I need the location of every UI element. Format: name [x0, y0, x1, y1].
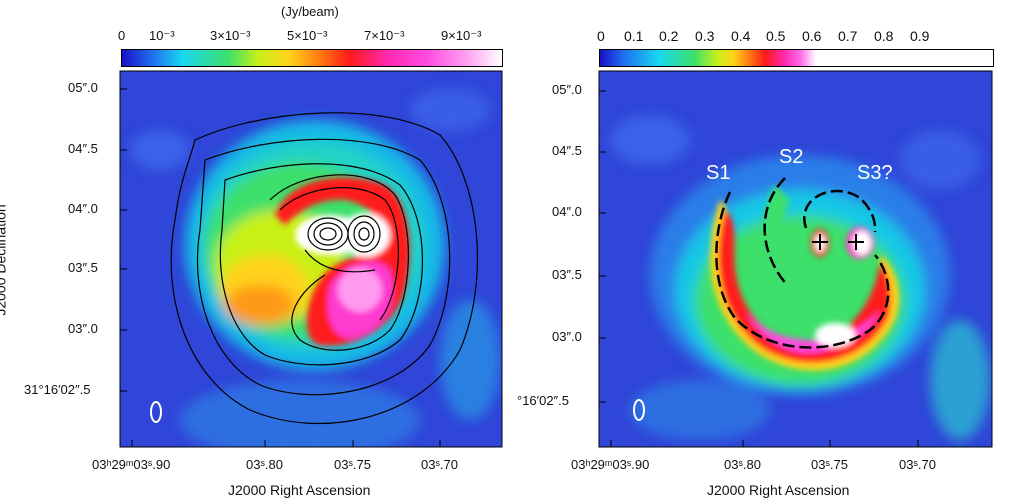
label-s3: S3?	[857, 162, 893, 184]
right-colorbar	[599, 49, 994, 67]
left-y-axis-title: J2000 Declination	[0, 204, 9, 316]
right-dec-tick: 05″.0	[552, 82, 582, 97]
right-ra-tick: 03ʰ29ᵐ03ˢ.90	[571, 457, 650, 472]
left-cbar-tick: 5×10⁻³	[287, 28, 328, 43]
source-crosses	[812, 234, 864, 250]
left-ra-tick: 03ʰ29ᵐ03ˢ.90	[92, 457, 171, 472]
right-cbar-tick: 0.8	[874, 28, 894, 44]
right-cbar-tick: 0.4	[731, 28, 751, 44]
right-cbar-tick: 0.3	[695, 28, 715, 44]
right-dec-tick: 04″.0	[552, 204, 582, 219]
left-ra-tick: 03ˢ.80	[246, 457, 283, 472]
right-cbar-tick: 0.5	[766, 28, 786, 44]
left-x-axis-title: J2000 Right Ascension	[228, 482, 371, 498]
left-dec-tick: 04″.0	[68, 201, 98, 216]
right-image	[599, 71, 992, 447]
right-dec-tick: 04″.5	[552, 143, 582, 158]
left-dec-tick: 03″.5	[68, 260, 98, 275]
beam-ellipse-left	[150, 401, 162, 423]
label-s2: S2	[779, 146, 804, 168]
right-x-axis-title: J2000 Right Ascension	[707, 482, 850, 498]
left-cbar-tick: 3×10⁻³	[210, 28, 251, 43]
left-cbar-tick: 0	[118, 28, 126, 43]
left-dec-tick: 04″.5	[68, 141, 98, 156]
right-dec-tick: 03″.5	[552, 267, 582, 282]
left-dec-tick: 31°16′02″.5	[24, 382, 91, 397]
left-colorbar	[121, 49, 503, 67]
right-cbar-tick: 0	[597, 28, 605, 44]
right-cbar-tick: 0.2	[659, 28, 679, 44]
right-cbar-tick: 0.1	[624, 28, 644, 44]
right-ra-tick: 03ˢ.80	[724, 457, 761, 472]
left-cbar-tick: 10⁻³	[149, 28, 175, 43]
right-ra-tick: 03ˢ.75	[811, 457, 848, 472]
right-ra-tick: 03ˢ.70	[899, 457, 936, 472]
left-ra-tick: 03ˢ.70	[421, 457, 458, 472]
left-cbar-tick: 9×10⁻³	[441, 28, 482, 43]
right-cbar-tick: 0.6	[802, 28, 822, 44]
label-s1: S1	[706, 162, 731, 184]
right-cbar-tick: 0.7	[838, 28, 858, 44]
left-ra-tick: 03ˢ.75	[334, 457, 371, 472]
right-dec-tick: 03″.0	[552, 329, 582, 344]
beam-ellipse-right	[633, 399, 645, 421]
left-dec-tick: 03″.0	[68, 321, 98, 336]
right-cbar-tick: 0.9	[910, 28, 930, 44]
left-image	[120, 71, 502, 447]
left-unit-label: (Jy/beam)	[281, 4, 339, 19]
right-dec-tick: °16′02″.5	[517, 393, 569, 408]
spiral-arm-traces	[715, 177, 890, 349]
left-dec-tick: 05″.0	[68, 80, 98, 95]
left-cbar-tick: 7×10⁻³	[364, 28, 405, 43]
